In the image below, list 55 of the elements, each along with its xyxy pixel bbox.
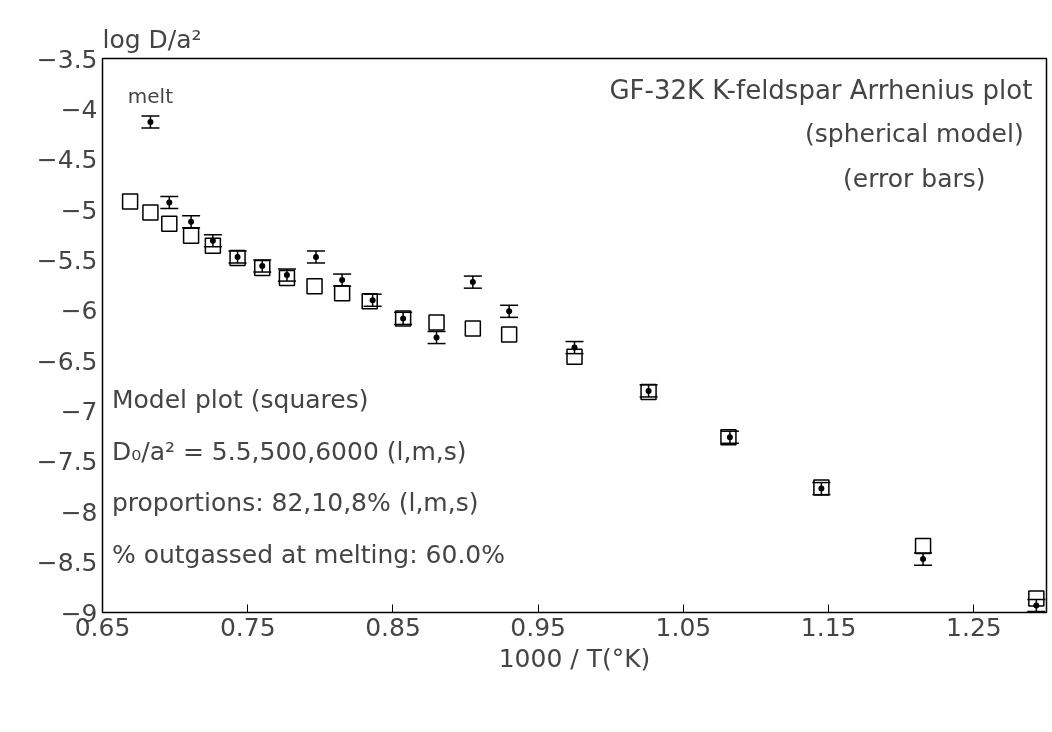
x-axis-title: 1000 / T(°K) — [498, 643, 651, 673]
x-tick-label: 1.15 — [800, 612, 857, 642]
x-tick-label: 1.05 — [655, 612, 712, 642]
point — [500, 326, 518, 343]
point — [914, 537, 932, 555]
point — [339, 277, 346, 284]
point — [204, 237, 222, 255]
point — [1033, 602, 1040, 609]
point — [469, 279, 476, 286]
y-tick-label: −8.5 — [36, 548, 98, 578]
point — [254, 259, 271, 277]
y-tick-label: −5 — [60, 195, 98, 225]
point — [142, 204, 159, 221]
y-axis-title: log D/a² — [102, 24, 202, 54]
y-tick-label: −7.5 — [36, 447, 98, 477]
point — [1028, 590, 1045, 607]
point — [312, 253, 319, 260]
y-tick-label: −4.5 — [36, 145, 98, 175]
annotation: proportions: 82,10,8% (l,m,s) — [111, 488, 479, 518]
x-tick-label: 0.85 — [365, 612, 421, 642]
x-tick-label: 0.95 — [510, 612, 567, 642]
point — [433, 334, 440, 341]
text: GF-32K K-feldspar Arrhenius plot — [609, 75, 1033, 106]
point — [920, 556, 927, 563]
x-tick-label: 1.25 — [946, 612, 1002, 642]
point — [161, 215, 178, 232]
point — [333, 284, 351, 302]
point — [209, 237, 216, 244]
point — [506, 308, 513, 315]
annotation: (error bars) — [843, 163, 986, 193]
point — [278, 269, 296, 287]
point — [428, 314, 445, 331]
y-tick-label: −6 — [60, 296, 98, 326]
point — [566, 348, 583, 365]
point — [361, 293, 378, 310]
point — [188, 218, 195, 225]
point — [121, 193, 139, 210]
point — [571, 344, 578, 351]
point — [464, 320, 482, 337]
point — [147, 118, 154, 125]
x-tick-label: 0.75 — [219, 612, 276, 642]
text: (spherical model) — [805, 119, 1024, 149]
annotation: melt — [127, 83, 174, 108]
annotation: Model plot (squares) — [111, 385, 369, 415]
point — [166, 199, 173, 206]
y-tick-label: −5.5 — [36, 245, 98, 275]
annotation: D₀/a² = 5.5,500,6000 (l,m,s) — [111, 436, 467, 466]
y-tick-label: −4 — [60, 94, 98, 124]
y-tick-label: −8 — [60, 497, 98, 527]
y-tick-label: −3.5 — [36, 44, 98, 74]
annotation: % outgassed at melting: 60.0% — [111, 539, 506, 569]
point — [306, 277, 323, 295]
y-tick-label: −7 — [60, 397, 98, 427]
y-tick-label: −6.5 — [36, 346, 98, 376]
point — [182, 227, 200, 245]
